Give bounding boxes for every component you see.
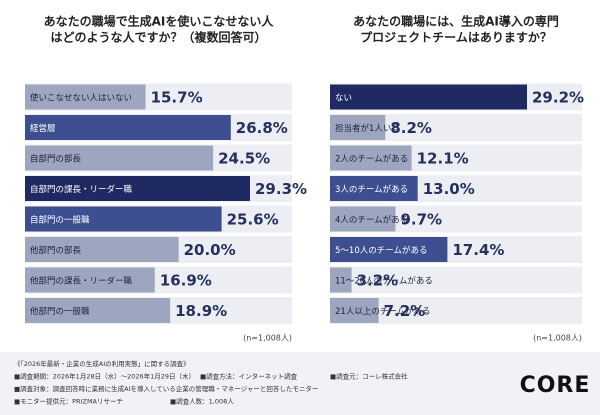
value-label: 17.4% bbox=[452, 241, 504, 259]
sample-note: (n=1,008人) bbox=[533, 334, 582, 343]
chart-title: あなたの職場で生成AIを使いこなせない人 bbox=[44, 14, 275, 29]
bar bbox=[25, 237, 179, 262]
category-label: 使いこなせない人はいない bbox=[30, 93, 132, 104]
value-label: 29.2% bbox=[532, 89, 584, 107]
value-label: 12.1% bbox=[417, 150, 469, 168]
category-label: 21人以上のチームがある bbox=[335, 306, 431, 317]
value-label: 20.0% bbox=[184, 241, 236, 259]
category-label: 自部門の部長 bbox=[30, 154, 82, 165]
bar bbox=[25, 176, 250, 201]
footer-text: ■調査方法：インターネット調査 bbox=[200, 372, 298, 381]
footer-text: ■モニター提供元：PRIZMAリサーチ bbox=[14, 397, 123, 406]
footer-band bbox=[0, 352, 600, 415]
category-label: 2人のチームがある bbox=[335, 154, 408, 165]
bar bbox=[330, 115, 386, 140]
category-label: 担当者が1人いる bbox=[335, 123, 400, 134]
bar bbox=[25, 298, 171, 323]
value-label: 16.9% bbox=[160, 272, 212, 290]
category-label: 他部門の課長・リーダー職 bbox=[30, 276, 133, 287]
value-label: 9.7% bbox=[400, 211, 442, 229]
footer-text: 《「2026年最新・企業の生成AIの利用実態」に関する調査》 bbox=[14, 359, 190, 368]
category-label: ない bbox=[335, 94, 352, 104]
footer-text: ■調査期間：2026年1月28日（水）～2026年1月29日（木） bbox=[14, 372, 195, 381]
bar bbox=[330, 206, 396, 232]
value-label: 8.2% bbox=[390, 119, 432, 137]
bar bbox=[25, 145, 214, 171]
category-label: 3人のチームがある bbox=[335, 184, 408, 195]
row-band bbox=[330, 266, 582, 294]
category-label: 他部門の一般職 bbox=[30, 306, 90, 317]
bar bbox=[330, 84, 527, 110]
bar bbox=[330, 237, 448, 262]
category-label: 5〜10人のチームがある bbox=[335, 245, 427, 256]
category-label: 経営層 bbox=[30, 123, 56, 134]
chart-title: はどのような人ですか？（複数回答可） bbox=[50, 30, 266, 45]
logo: CORE bbox=[520, 373, 591, 398]
value-label: 25.6% bbox=[227, 211, 279, 229]
category-label: 4人のチームがある bbox=[335, 215, 408, 226]
footer-text: ■調査人数：1,008人 bbox=[170, 397, 234, 406]
bar bbox=[25, 115, 231, 140]
value-label: 3.2% bbox=[357, 272, 399, 290]
value-label: 18.9% bbox=[175, 302, 227, 320]
value-label: 24.5% bbox=[218, 150, 270, 168]
category-label: 11〜20人のチームがある bbox=[335, 276, 433, 287]
bar bbox=[330, 145, 412, 171]
bar bbox=[330, 267, 352, 293]
value-label: 29.3% bbox=[255, 180, 307, 198]
sample-note: (n=1,008人) bbox=[243, 334, 292, 343]
bar bbox=[330, 298, 379, 323]
footer-text: ■調査元：コーレ株式会社 bbox=[330, 372, 408, 381]
bar bbox=[25, 267, 155, 293]
value-label: 15.7% bbox=[151, 89, 203, 107]
bar bbox=[330, 176, 418, 201]
category-label: 自部門の課長・リーダー職 bbox=[30, 184, 133, 195]
value-label: 13.0% bbox=[423, 180, 475, 198]
value-label: 7.2% bbox=[384, 302, 426, 320]
chart-title: あなたの職場には、生成AI導入の専門 bbox=[353, 14, 559, 29]
chart-title: プロジェクトチームはありますか？ bbox=[360, 30, 552, 45]
value-label: 26.8% bbox=[236, 119, 288, 137]
footer-text: ■調査対象：調査回答時に業務に生成AIを導入している企業の管理職・マネージャーと… bbox=[14, 384, 318, 393]
bar bbox=[25, 206, 222, 232]
bar bbox=[25, 84, 146, 110]
category-label: 他部門の部長 bbox=[30, 245, 82, 256]
category-label: 自部門の一般職 bbox=[30, 215, 90, 226]
